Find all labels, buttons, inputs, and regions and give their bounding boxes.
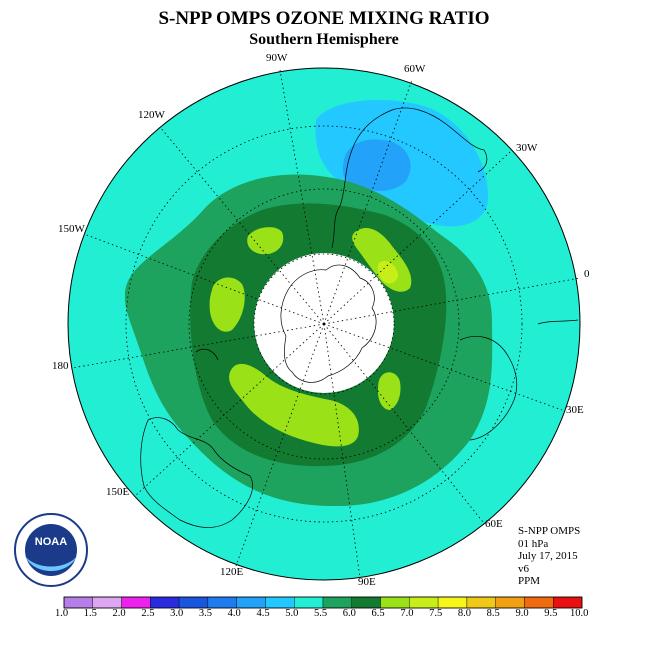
- lon-label-90w: 90W: [266, 52, 288, 64]
- colorbar-cell: [63, 596, 93, 609]
- colorbar-label: 7.0: [400, 608, 414, 619]
- lon-label-180: 180: [52, 360, 69, 372]
- colorbar-cell: [121, 596, 151, 609]
- colorbar-cell: [553, 596, 583, 609]
- ozone-field: [68, 68, 580, 580]
- colorbar-label: 2.5: [141, 608, 155, 619]
- ozone-level-6.0-6.5: [229, 363, 359, 447]
- map-grid: [67, 67, 581, 581]
- colorbar-cell: [92, 596, 122, 609]
- colorbar: [63, 596, 583, 609]
- info-pressure-level: 01 hPa: [518, 537, 549, 550]
- colorbar-label: 9.5: [544, 608, 558, 619]
- lon-label-120w: 120W: [138, 109, 165, 121]
- colorbar-label: 4.0: [227, 608, 241, 619]
- lon-label-150w: 150W: [58, 223, 85, 235]
- noaa-logo-disk: [25, 524, 77, 576]
- colorbar-label: 8.0: [457, 608, 471, 619]
- colorbar-label: 3.5: [198, 608, 212, 619]
- meridian-lines: [71, 69, 581, 579]
- colorbar-cell: [524, 596, 554, 609]
- ozone-level-6.0-6.5: [247, 227, 284, 255]
- colorbar-cell: [265, 596, 295, 609]
- map-boundary: [67, 67, 581, 581]
- lon-label-30w: 30W: [516, 142, 538, 154]
- info-units: PPM: [518, 575, 541, 587]
- ozone-level-6.0-6.5: [209, 277, 245, 332]
- ozone-level-3.5-4.0: [342, 139, 411, 191]
- info-date: July 17, 2015: [518, 550, 578, 562]
- colorbar-cell: [437, 596, 468, 609]
- colorbar-cell: [294, 596, 324, 609]
- info-version: v6: [518, 562, 529, 575]
- colorbar-cell: [351, 596, 381, 609]
- colorbar-label: 8.5: [486, 608, 500, 619]
- lon-label-60w: 60W: [404, 63, 426, 75]
- colorbar-cell: [178, 596, 209, 609]
- colorbar-label: 6.5: [371, 608, 385, 619]
- colorbar-label: 6.0: [342, 608, 356, 619]
- lon-label-120e: 120E: [220, 566, 244, 578]
- lon-label-90e: 90E: [358, 576, 376, 588]
- product-info: S-NPP OMPS 01 hPa July 17, 2015 v6 PPM: [518, 525, 580, 588]
- noaa-logo-wave: [25, 556, 77, 571]
- ozone-level-6.5-7.0: [377, 260, 398, 284]
- lon-label-0: 0: [584, 268, 590, 280]
- colorbar-cell: [495, 596, 525, 609]
- colorbar-label: 9.0: [515, 608, 529, 619]
- lon-label-60e: 60E: [485, 518, 503, 530]
- latitude-circles: [125, 125, 523, 523]
- colorbar-label: 1.5: [83, 608, 97, 619]
- colorbar-label: 4.5: [256, 608, 270, 619]
- colorbar-cell: [207, 596, 237, 609]
- colorbar-cells: [63, 596, 583, 609]
- lon-label-150e: 150E: [106, 486, 130, 498]
- colorbar-cell: [150, 596, 180, 609]
- coastlines: [140, 107, 579, 528]
- colorbar-cell: [236, 596, 266, 609]
- map-title: S-NPP OMPS OZONE MIXING RATIO: [158, 8, 490, 29]
- lon-label-30e: 30E: [566, 404, 584, 416]
- colorbar-cell: [322, 596, 352, 609]
- noaa-logo-text: NOAA: [35, 536, 67, 548]
- colorbar-label: 2.0: [112, 608, 126, 619]
- colorbar-label: 5.5: [314, 608, 328, 619]
- colorbar-label: 7.5: [429, 608, 443, 619]
- noaa-logo: NOAA: [14, 513, 88, 587]
- colorbar-label: 5.0: [285, 608, 299, 619]
- ozone-level-6.0-6.5: [378, 372, 401, 410]
- colorbar-frame: [63, 596, 583, 609]
- colorbar-label: 3.0: [170, 608, 184, 619]
- map-subtitle: Southern Hemisphere: [249, 31, 399, 48]
- colorbar-label: 10.0: [570, 608, 589, 619]
- colorbar-cell: [409, 596, 439, 609]
- colorbar-cell: [380, 596, 410, 609]
- colorbar-cell: [466, 596, 496, 609]
- info-instrument: S-NPP OMPS: [518, 525, 581, 537]
- colorbar-label: 1.0: [55, 608, 69, 619]
